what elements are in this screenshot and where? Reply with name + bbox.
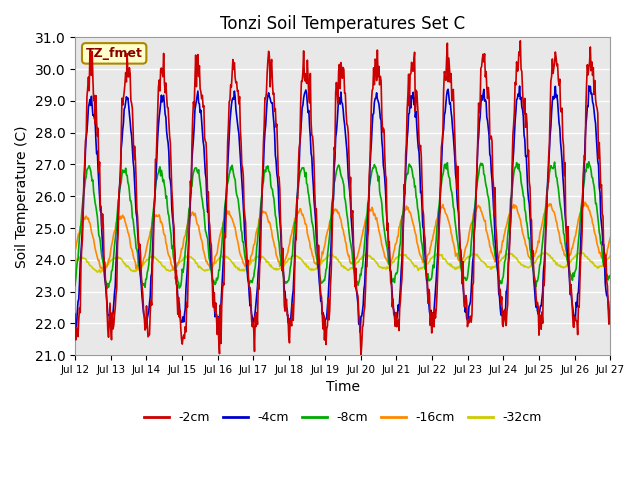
- Line: -32cm: -32cm: [75, 252, 611, 273]
- Legend: -2cm, -4cm, -8cm, -16cm, -32cm: -2cm, -4cm, -8cm, -16cm, -32cm: [138, 406, 547, 429]
- -16cm: [220, 220, 227, 226]
- -4cm: [408, 95, 416, 101]
- Y-axis label: Soil Temperature (C): Soil Temperature (C): [15, 125, 29, 267]
- -2cm: [516, 38, 524, 44]
- -16cm: [100, 269, 108, 275]
- -2cm: [607, 299, 614, 304]
- -32cm: [424, 261, 432, 266]
- -2cm: [408, 67, 416, 72]
- -4cm: [219, 273, 227, 278]
- -32cm: [71, 257, 79, 263]
- -32cm: [137, 264, 145, 269]
- -16cm: [81, 216, 88, 222]
- -32cm: [607, 253, 614, 259]
- -32cm: [220, 254, 227, 260]
- -8cm: [607, 272, 614, 278]
- -8cm: [408, 169, 416, 175]
- -4cm: [424, 297, 432, 302]
- -2cm: [71, 311, 79, 317]
- Line: -16cm: -16cm: [75, 202, 611, 272]
- Title: Tonzi Soil Temperatures Set C: Tonzi Soil Temperatures Set C: [220, 15, 465, 33]
- -16cm: [191, 210, 199, 216]
- -32cm: [191, 257, 199, 263]
- -16cm: [71, 247, 79, 253]
- -2cm: [357, 352, 365, 358]
- -4cm: [81, 169, 88, 175]
- -32cm: [81, 255, 88, 261]
- -2cm: [219, 288, 227, 293]
- Text: TZ_fmet: TZ_fmet: [86, 47, 143, 60]
- -8cm: [191, 165, 199, 171]
- -2cm: [136, 241, 143, 247]
- -2cm: [81, 160, 88, 166]
- -8cm: [585, 159, 593, 165]
- X-axis label: Time: Time: [326, 381, 360, 395]
- -4cm: [136, 266, 143, 272]
- -8cm: [424, 271, 432, 276]
- -16cm: [607, 234, 614, 240]
- -32cm: [540, 250, 547, 255]
- -8cm: [81, 183, 88, 189]
- -8cm: [103, 286, 111, 291]
- -4cm: [71, 329, 79, 335]
- -2cm: [190, 105, 198, 110]
- -8cm: [137, 272, 145, 278]
- Line: -8cm: -8cm: [75, 162, 611, 288]
- -4cm: [356, 329, 364, 335]
- -8cm: [71, 283, 79, 288]
- -16cm: [137, 264, 145, 270]
- Line: -4cm: -4cm: [75, 86, 611, 332]
- -16cm: [408, 217, 416, 223]
- -8cm: [220, 221, 227, 227]
- -4cm: [607, 316, 614, 322]
- -16cm: [424, 252, 432, 257]
- -4cm: [190, 124, 198, 130]
- Line: -2cm: -2cm: [75, 41, 611, 355]
- -16cm: [581, 199, 589, 205]
- -2cm: [424, 300, 432, 306]
- -32cm: [97, 270, 104, 276]
- -32cm: [408, 261, 416, 266]
- -4cm: [585, 83, 593, 89]
